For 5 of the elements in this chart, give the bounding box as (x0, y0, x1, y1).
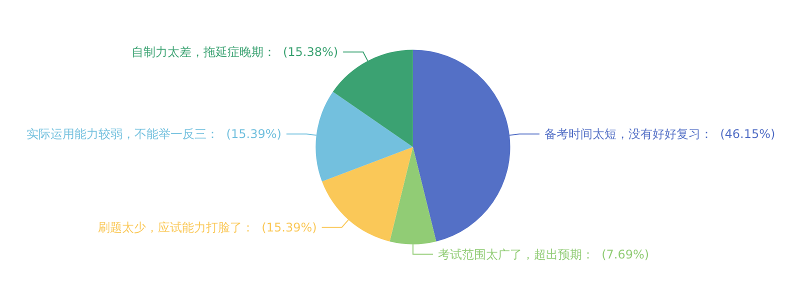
slice-label: 考试范围太广了，超出预期： (7.69%) (438, 247, 650, 262)
slice-label: 自制力太差，拖延症晚期： (15.38%) (131, 44, 338, 59)
slice-label: 备考时间太短，没有好好复习： (46.15%) (544, 127, 776, 142)
slice-label: 刷题太少，应试能力打脸了： (15.39%) (98, 220, 317, 234)
slice-label: 实际运用能力较弱，不能举一反三： (15.39%) (26, 127, 282, 142)
